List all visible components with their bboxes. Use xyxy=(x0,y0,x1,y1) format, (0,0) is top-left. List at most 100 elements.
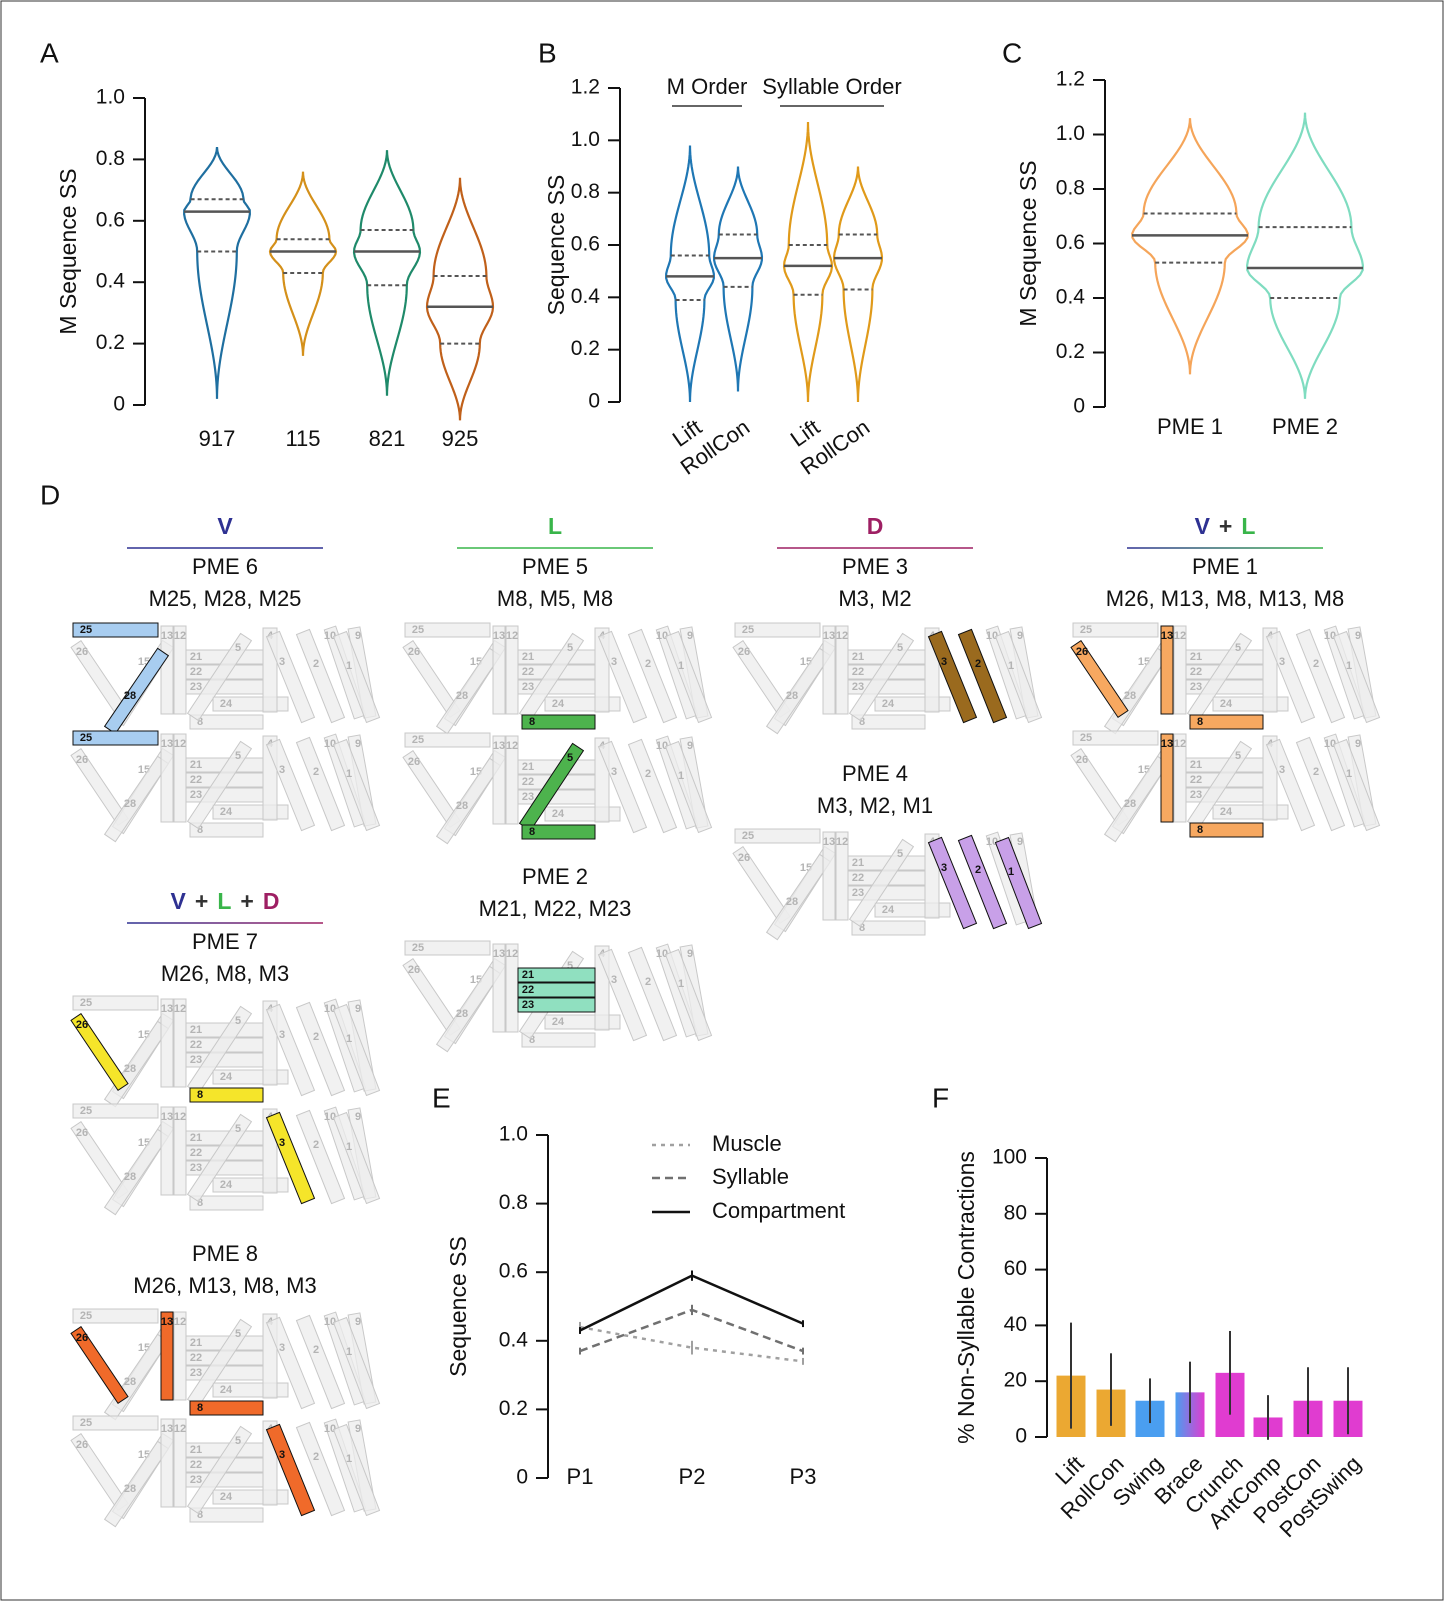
violin xyxy=(1247,113,1363,399)
pme-title: PME 4 xyxy=(842,761,908,786)
y-tick-label: 0.4 xyxy=(1056,286,1086,309)
highlighted-muscle-label: 3 xyxy=(279,1137,285,1149)
highlighted-muscle-label: 25 xyxy=(80,732,92,744)
muscle-label: 25 xyxy=(412,734,424,746)
highlighted-muscle-label: 2 xyxy=(975,658,981,670)
muscle-label: 9 xyxy=(355,1003,361,1015)
muscle-label: 22 xyxy=(190,774,202,786)
y-tick-label: 0.6 xyxy=(1056,231,1085,254)
group-header: D xyxy=(867,513,884,539)
muscle-label: 1 xyxy=(1008,660,1014,672)
muscle-label: 28 xyxy=(1124,690,1136,702)
y-tick-label: 0.4 xyxy=(499,1328,529,1351)
header-part: D xyxy=(867,513,884,539)
muscle-label: 9 xyxy=(687,740,693,752)
y-tick-label: 0 xyxy=(113,393,125,416)
muscle-label: 3 xyxy=(611,974,617,986)
y-tick-label: 0.2 xyxy=(499,1397,528,1420)
highlighted-muscle-label: 13 xyxy=(1161,738,1173,750)
muscle-label: 21 xyxy=(852,651,864,663)
y-tick-label: 0 xyxy=(1073,395,1085,418)
highlighted-muscle-label: 22 xyxy=(522,984,534,996)
muscle-label: 13 xyxy=(161,1111,173,1123)
y-tick-label: 0.4 xyxy=(96,270,126,293)
muscle-label: 13 xyxy=(493,630,505,642)
y-tick-label: 100 xyxy=(992,1146,1027,1169)
muscle-label: 23 xyxy=(1190,681,1202,693)
y-tick-label: 1.0 xyxy=(499,1123,528,1146)
highlighted-muscle-label: 26 xyxy=(76,1332,88,1344)
y-axis-label: Sequence SS xyxy=(543,175,569,316)
y-tick-label: 80 xyxy=(1004,1201,1027,1224)
muscle-label: 28 xyxy=(456,1008,468,1020)
hemisegment: 252615281312212223248543102918 xyxy=(403,623,712,734)
highlighted-muscle-label: 1 xyxy=(1008,866,1014,878)
highlighted-muscle-label: 21 xyxy=(522,969,534,981)
y-tick-label: 1.2 xyxy=(1056,68,1085,91)
muscle-label: 25 xyxy=(1080,732,1092,744)
muscle-label: 24 xyxy=(1220,698,1233,710)
muscle-label: 1 xyxy=(346,1453,352,1465)
hemisegment: 25261528131221222324854310291212223 xyxy=(403,941,712,1052)
muscle-label: 26 xyxy=(738,646,750,658)
muscle-label: 28 xyxy=(456,800,468,812)
muscle-label: 22 xyxy=(852,666,864,678)
muscle-label: 22 xyxy=(852,872,864,884)
highlighted-muscle-label: 8 xyxy=(197,1402,203,1414)
pme-title: PME 8 xyxy=(192,1241,258,1266)
muscle-label: 3 xyxy=(279,1342,285,1354)
muscle-label: 21 xyxy=(522,651,534,663)
muscle-label: 1 xyxy=(346,1141,352,1153)
pme-title: PME 5 xyxy=(522,554,588,579)
muscle-label: 24 xyxy=(220,698,233,710)
muscle-label: 13 xyxy=(823,836,835,848)
x-tick-label: 821 xyxy=(369,426,406,451)
muscle-label: 12 xyxy=(506,630,518,642)
muscle-label: 28 xyxy=(124,1376,136,1388)
muscle-label: 3 xyxy=(279,764,285,776)
header-part: L xyxy=(548,513,562,539)
y-tick-label: 1.0 xyxy=(1056,122,1085,145)
highlighted-muscle-label: 23 xyxy=(522,999,534,1011)
muscle-label: 3 xyxy=(1279,656,1285,668)
hemisegment: 252615281312212223248543102912528 xyxy=(71,623,380,734)
x-tick-label: P1 xyxy=(567,1464,594,1489)
muscle-label: 5 xyxy=(1235,642,1241,654)
y-tick-label: 0.8 xyxy=(499,1191,528,1214)
highlighted-muscle-label: 28 xyxy=(124,690,136,702)
hemisegment: 25261528131221222324854310291268 xyxy=(71,996,380,1107)
hemisegment: 252615281312212223248543102913 xyxy=(71,1104,380,1215)
muscle-label: 24 xyxy=(552,1016,565,1028)
muscle-label: 9 xyxy=(1355,738,1361,750)
muscle-label: 23 xyxy=(852,887,864,899)
header-part: + xyxy=(195,888,208,914)
muscle-label: 12 xyxy=(1174,738,1186,750)
muscle-label: 22 xyxy=(522,776,534,788)
y-tick-label: 0.6 xyxy=(499,1260,528,1283)
highlighted-muscle-label: 3 xyxy=(941,862,947,874)
muscle-label: 5 xyxy=(235,750,241,762)
muscle-label: 26 xyxy=(1076,754,1088,766)
muscle-label: 28 xyxy=(124,1063,136,1075)
x-tick-label: P2 xyxy=(679,1464,706,1489)
y-tick-label: 1.0 xyxy=(571,128,600,151)
muscle-label: 28 xyxy=(786,690,798,702)
y-tick-label: 0.2 xyxy=(571,337,600,360)
highlighted-muscle-label: 13 xyxy=(161,1316,173,1328)
muscle-label: 12 xyxy=(174,738,186,750)
muscle-label: 21 xyxy=(1190,651,1202,663)
hemisegment: 2526152813122122232485431029126138 xyxy=(71,1309,380,1420)
muscle-label: 2 xyxy=(1313,658,1319,670)
muscle-label: 2 xyxy=(313,1451,319,1463)
muscle-label: 21 xyxy=(190,1024,202,1036)
muscle-label: 23 xyxy=(190,1054,202,1066)
y-tick-label: 0 xyxy=(1015,1425,1027,1448)
muscle-label: 28 xyxy=(456,690,468,702)
pme-title: PME 2 xyxy=(522,864,588,889)
panel-label: B xyxy=(538,37,557,68)
muscle-label: 2 xyxy=(1313,766,1319,778)
pme-sequence: M21, M22, M23 xyxy=(479,896,632,921)
muscle-label: 25 xyxy=(1080,624,1092,636)
muscle-label: 5 xyxy=(235,642,241,654)
panel-label: D xyxy=(40,479,60,510)
